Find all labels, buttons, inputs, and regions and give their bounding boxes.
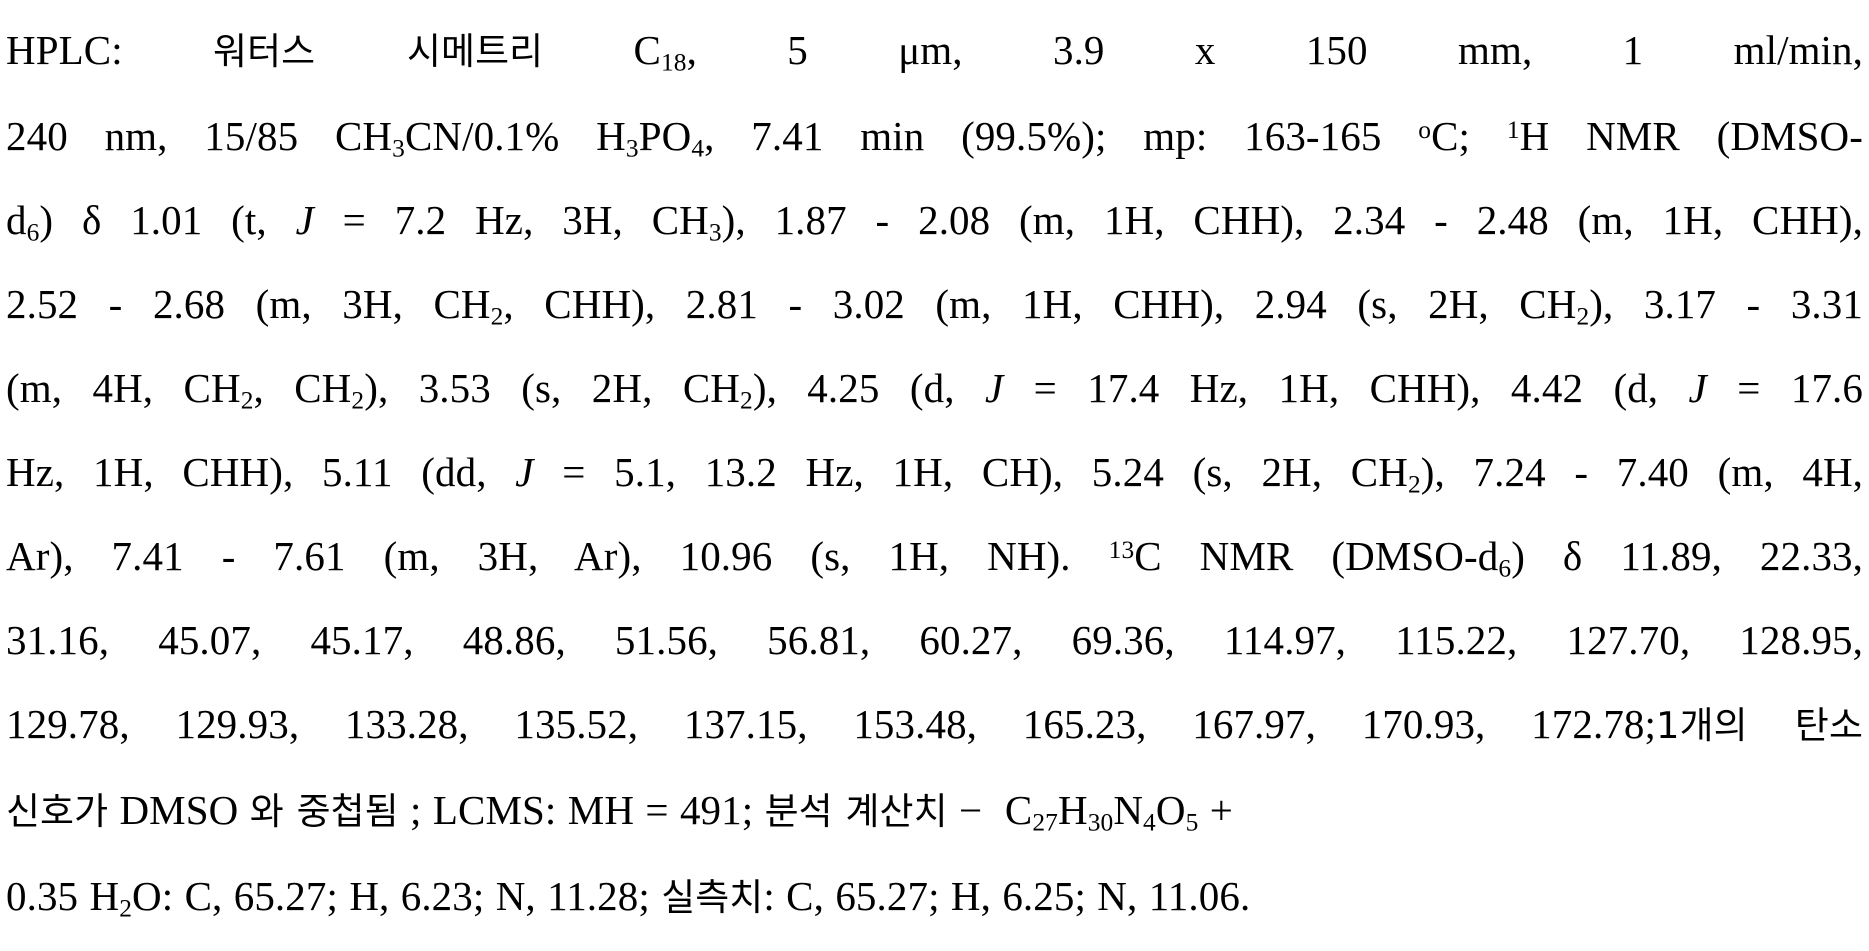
line-6-content: Hz, 1H, CHH), 5.11 (dd, J = 5.1, 13.2 Hz… xyxy=(6,449,1863,499)
text-line-5: (m, 4H, CH2, CH2), 3.53 (s, 2H, CH2), 4.… xyxy=(6,346,1863,430)
text-line-6: Hz, 1H, CHH), 5.11 (dd, J = 5.1, 13.2 Hz… xyxy=(6,430,1863,514)
line-5-content: (m, 4H, CH2, CH2), 3.53 (s, 2H, CH2), 4.… xyxy=(6,365,1864,415)
line-1-content: HPLC: 워터스 시메트리 C18, 5 μm, 3.9 x 150 mm, … xyxy=(6,27,1863,77)
text-line-9: 129.78, 129.93, 133.28, 135.52, 137.15, … xyxy=(6,682,1863,768)
text-line-2: 240 nm, 15/85 CH3CN/0.1% H3PO4, 7.41 min… xyxy=(6,94,1863,178)
line-8-content: 31.16, 45.07, 45.17, 48.86, 51.56, 56.81… xyxy=(6,617,1863,663)
line-4-content: 2.52 - 2.68 (m, 3H, CH2, CHH), 2.81 - 3.… xyxy=(6,281,1863,331)
line-11-content: 0.35 H2O: C, 65.27; H, 6.23; N, 11.28; 실… xyxy=(6,873,1251,923)
text-line-8: 31.16, 45.07, 45.17, 48.86, 51.56, 56.81… xyxy=(6,598,1863,682)
line-2-content: 240 nm, 15/85 CH3CN/0.1% H3PO4, 7.41 min… xyxy=(6,113,1863,163)
line-9-content: 129.78, 129.93, 133.28, 135.52, 137.15, … xyxy=(6,701,1863,747)
text-line-3: d6) δ 1.01 (t, J = 7.2 Hz, 3H, CH3), 1.8… xyxy=(6,178,1863,262)
experimental-paragraph: HPLC: 워터스 시메트리 C18, 5 μm, 3.9 x 150 mm, … xyxy=(6,8,1863,940)
line-3-content: d6) δ 1.01 (t, J = 7.2 Hz, 3H, CH3), 1.8… xyxy=(6,197,1863,247)
text-line-1: HPLC: 워터스 시메트리 C18, 5 μm, 3.9 x 150 mm, … xyxy=(6,8,1863,94)
text-line-7: Ar), 7.41 - 7.61 (m, 3H, Ar), 10.96 (s, … xyxy=(6,514,1863,598)
line-7-content: Ar), 7.41 - 7.61 (m, 3H, Ar), 10.96 (s, … xyxy=(6,533,1864,583)
text-line-11: 0.35 H2O: C, 65.27; H, 6.23; N, 11.28; 실… xyxy=(6,854,1863,940)
text-line-10: 신호가 DMSO 와 중첩됨 ; LCMS: MH = 491; 분석 계산치 … xyxy=(6,768,1863,854)
line-10-content: 신호가 DMSO 와 중첩됨 ; LCMS: MH = 491; 분석 계산치 … xyxy=(6,787,1233,837)
text-line-4: 2.52 - 2.68 (m, 3H, CH2, CHH), 2.81 - 3.… xyxy=(6,262,1863,346)
